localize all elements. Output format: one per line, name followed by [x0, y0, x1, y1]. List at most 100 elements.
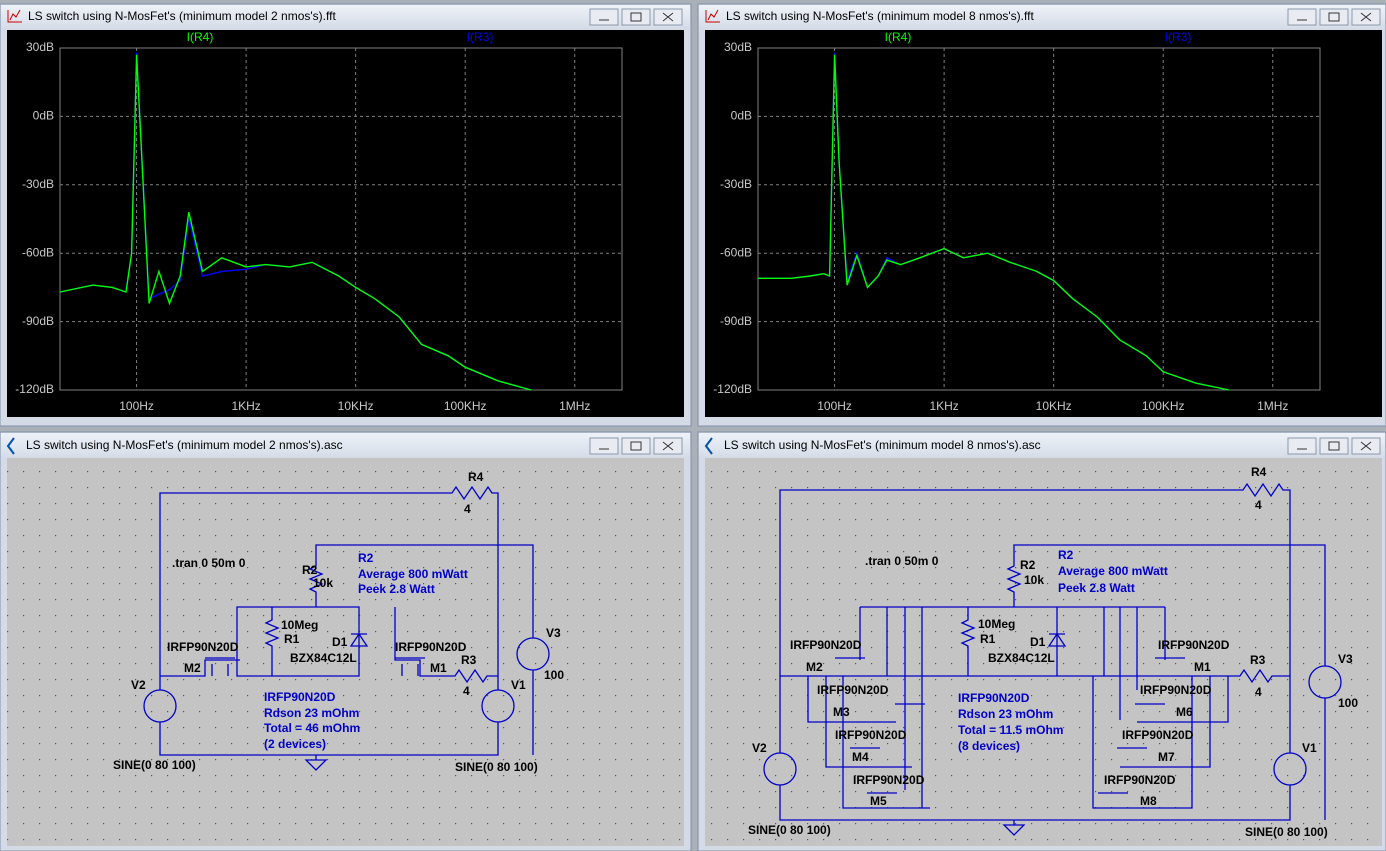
window-buttons[interactable]	[589, 437, 683, 455]
plot-area[interactable]	[705, 30, 1382, 417]
fft-window[interactable]: LS switch using N-MosFet's (minimum mode…	[697, 3, 1386, 427]
y-tick-label: -30dB	[22, 177, 54, 191]
schematic-label: IRFP90N20D	[1122, 728, 1194, 742]
window-title: LS switch using N-MosFet's (minimum mode…	[726, 9, 1034, 23]
y-tick-label: -120dB	[15, 382, 54, 396]
y-tick-label: 0dB	[33, 109, 54, 123]
schematic-label: V2	[752, 741, 767, 755]
schematic-label: R4	[468, 470, 484, 484]
legend-entry: I(R4)	[885, 30, 912, 44]
schematic-label: V1	[1302, 741, 1317, 755]
window-icon	[705, 9, 720, 23]
schematic-label: IRFP90N20D	[395, 640, 467, 654]
schematic-label: R3	[1250, 653, 1266, 667]
schematic-label: Rdson 23 mOhm	[264, 706, 359, 720]
legend-entry: I(R4)	[187, 30, 214, 44]
schematic-label: 4	[463, 684, 470, 698]
schematic-window[interactable]: LS switch using N-MosFet's (minimum mode…	[0, 431, 692, 851]
schematic-label: IRFP90N20D	[167, 640, 239, 654]
plot-frame	[757, 47, 1321, 391]
x-tick-label: 10KHz	[1036, 399, 1072, 413]
circuit-wires	[143, 485, 550, 771]
window-buttons[interactable]	[1287, 8, 1381, 26]
schematic-label: IRFP90N20D	[853, 773, 925, 787]
schematic-label: SINE(0 80 100)	[455, 760, 538, 774]
schematic-label: R2	[302, 563, 318, 577]
schematic-canvas[interactable]	[7, 458, 684, 846]
schematic-label: M5	[870, 794, 887, 808]
y-tick-label: 0dB	[731, 109, 752, 123]
schematic-label: R4	[1251, 465, 1267, 479]
schematic-label: IRFP90N20D	[790, 638, 862, 652]
window-title: LS switch using N-MosFet's (minimum mode…	[26, 438, 343, 452]
schematic-label: IRFP90N20D	[1104, 773, 1176, 787]
x-tick-label: 100Hz	[817, 399, 852, 413]
schematic-label: D1	[1030, 635, 1046, 649]
y-tick-label: -90dB	[720, 314, 752, 328]
x-tick-label: 1KHz	[231, 399, 260, 413]
schematic-label: 10k	[313, 576, 333, 590]
legend-entry: I(R3)	[1165, 30, 1192, 44]
schematic-label: 4	[1255, 498, 1262, 512]
y-tick-label: 30dB	[724, 40, 752, 54]
schematic-label: M3	[833, 705, 850, 719]
schematic-label: 4	[1255, 685, 1262, 699]
schematic-label: (2 devices)	[264, 737, 326, 751]
schematic-canvas[interactable]	[705, 458, 1382, 846]
legend-entry: I(R3)	[467, 30, 494, 44]
schematic-label: R2	[1020, 558, 1036, 572]
schematic-label: 10Meg	[978, 617, 1015, 631]
fft-window[interactable]: LS switch using N-MosFet's (minimum mode…	[0, 3, 692, 427]
schematic-label: IRFP90N20D	[958, 691, 1030, 705]
circuit-wires	[763, 482, 1342, 836]
schematic-label: R2	[358, 551, 374, 565]
plot-area[interactable]	[7, 30, 684, 417]
y-tick-label: -30dB	[720, 177, 752, 191]
schematic-label: 100	[544, 668, 564, 682]
schematic-label: BZX84C12L	[988, 651, 1055, 665]
x-tick-label: 100KHz	[1142, 399, 1185, 413]
schematic-label: M4	[852, 750, 869, 764]
schematic-label: .tran 0 50m 0	[172, 556, 246, 570]
window-icon	[7, 9, 22, 23]
schematic-label: V2	[131, 678, 146, 692]
schematic-label: BZX84C12L	[290, 651, 357, 665]
y-tick-label: -120dB	[713, 382, 752, 396]
spectrum-line	[59, 54, 532, 391]
schematic-label: 10k	[1024, 573, 1044, 587]
x-tick-label: 10KHz	[338, 399, 374, 413]
schematic-label: V3	[546, 626, 561, 640]
schematic-label: R2	[1058, 548, 1074, 562]
schematic-label: V1	[511, 678, 526, 692]
schematic-label: M1	[1194, 660, 1211, 674]
window-title: LS switch using N-MosFet's (minimum mode…	[28, 9, 336, 23]
schematic-label: M2	[184, 661, 201, 675]
schematic-label: Total = 46 mOhm	[264, 721, 360, 735]
schematic-label: .tran 0 50m 0	[865, 554, 939, 568]
schematic-label: 4	[464, 502, 471, 516]
schematic-label: Peek 2.8 Watt	[1058, 581, 1135, 595]
window-buttons[interactable]	[1287, 437, 1381, 455]
schematic-label: M2	[806, 660, 823, 674]
schematic-label: IRFP90N20D	[264, 690, 336, 704]
schematic-label: Total = 11.5 mOhm	[958, 723, 1063, 737]
schematic-label: R3	[461, 653, 477, 667]
schematic-window[interactable]: LS switch using N-MosFet's (minimum mode…	[697, 431, 1386, 851]
schematic-label: R1	[284, 632, 300, 646]
schematic-label: SINE(0 80 100)	[748, 823, 831, 837]
schematic-label: IRFP90N20D	[835, 728, 907, 742]
schematic-label: SINE(0 80 100)	[1245, 825, 1328, 839]
y-tick-label: -60dB	[720, 245, 752, 259]
schematic-label: 100	[1338, 696, 1358, 710]
schematic-label: V3	[1338, 652, 1353, 666]
window-buttons[interactable]	[589, 8, 683, 26]
x-tick-label: 1MHz	[559, 399, 590, 413]
x-tick-label: 1MHz	[1257, 399, 1288, 413]
schematic-label: IRFP90N20D	[1140, 683, 1212, 697]
fft-chart: 30dB 0dB -30dB -60dB -90dB -120dB 100Hz 1KHz 10K…	[15, 30, 623, 413]
window-icon	[6, 437, 15, 455]
spectrum-line	[758, 54, 1230, 391]
plot-frame	[59, 47, 623, 391]
schematic-label: Peek 2.8 Watt	[358, 582, 435, 596]
